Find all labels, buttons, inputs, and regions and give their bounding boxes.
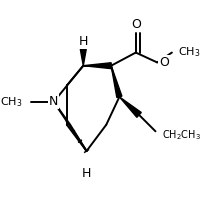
Text: H: H — [79, 35, 88, 48]
Text: CH$_2$CH$_3$: CH$_2$CH$_3$ — [162, 128, 201, 142]
Polygon shape — [80, 49, 86, 66]
Text: H: H — [82, 167, 91, 180]
Polygon shape — [83, 63, 111, 69]
Polygon shape — [119, 97, 141, 117]
Text: N: N — [49, 95, 58, 108]
Polygon shape — [111, 66, 122, 97]
Text: CH$_3$: CH$_3$ — [178, 46, 201, 60]
Text: O: O — [159, 56, 169, 69]
Text: O: O — [131, 18, 141, 31]
Text: CH$_3$: CH$_3$ — [0, 95, 23, 109]
